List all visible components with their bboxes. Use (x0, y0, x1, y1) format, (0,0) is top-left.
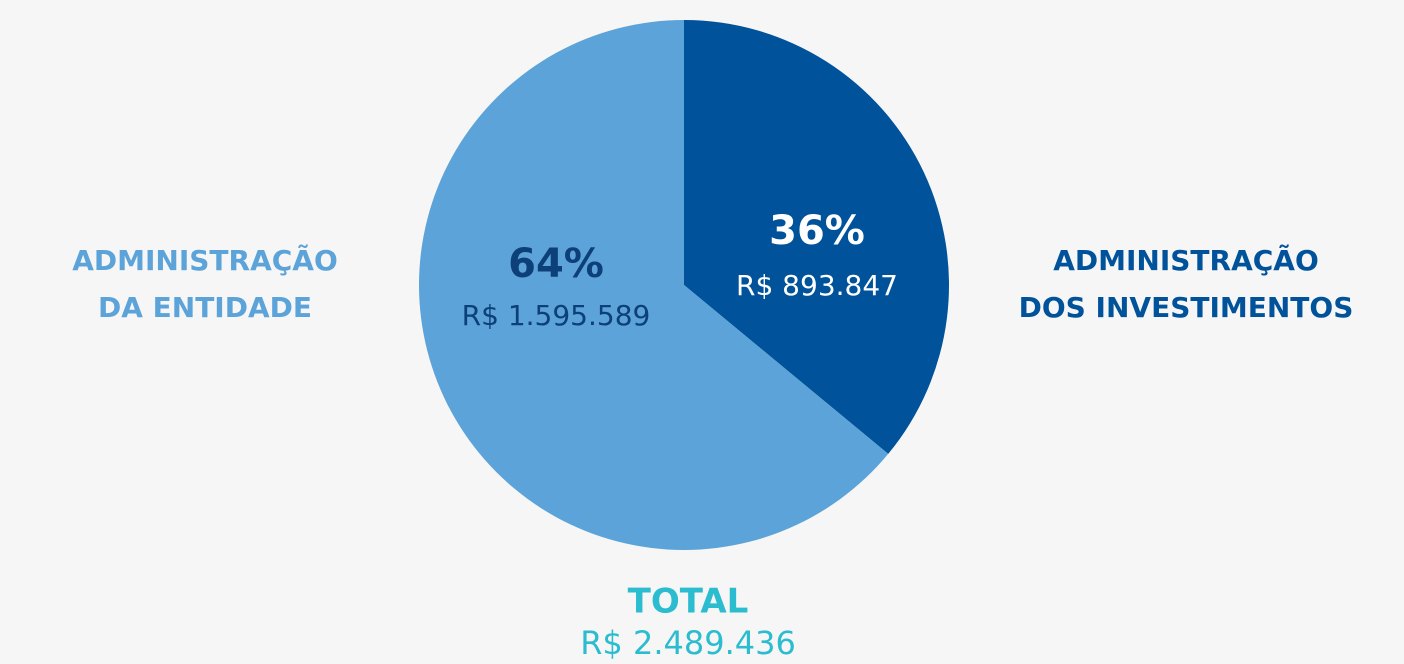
amount-label: R$ 893.847 (736, 269, 898, 302)
pie-slice (418, 20, 889, 550)
total-value: R$ 2.489.436 (580, 624, 796, 662)
pie-slice (684, 20, 949, 454)
amount-label: R$ 1.595.589 (462, 299, 651, 332)
category-label: DOS INVESTIMENTOS (1019, 291, 1354, 324)
total-title: TOTAL (628, 582, 749, 622)
category-label: ADMINISTRAÇÃO (1053, 243, 1319, 277)
category-label: DA ENTIDADE (98, 291, 312, 324)
percent-label: 64% (508, 241, 604, 287)
category-label: ADMINISTRAÇÃO (72, 243, 338, 277)
pie (418, 20, 949, 550)
percent-label: 36% (769, 208, 865, 254)
